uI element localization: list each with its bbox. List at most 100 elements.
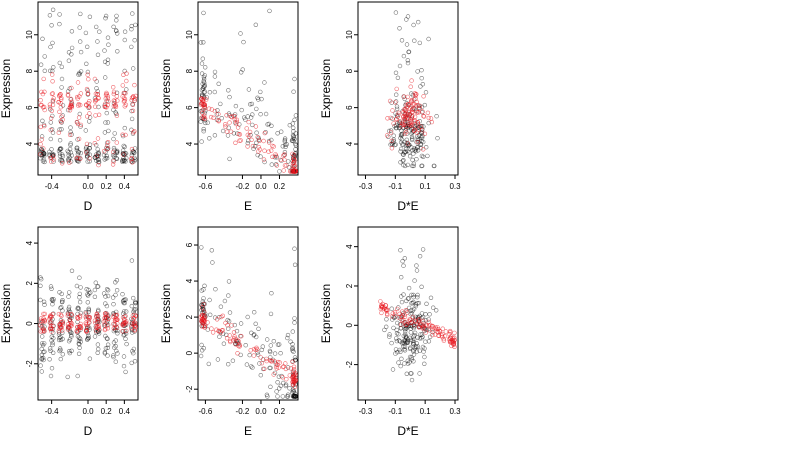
panel-row1-col2-black-point (198, 119, 204, 124)
panel-row2-col1-black-point (76, 338, 82, 344)
panel-row2-col3-black-point (405, 361, 411, 366)
panel-row1-col3-black-point (419, 67, 424, 73)
panel-row1-col2-red-point (233, 121, 239, 127)
panel-row2-col3-black-point (391, 325, 396, 331)
panel-row1-col1-black-point (60, 154, 66, 159)
panel-row2-col2-black-point (265, 337, 270, 342)
panel-row2-col2-black-point (284, 394, 290, 399)
panel-row2-col3-red-point (421, 325, 426, 330)
panel-row2-col2-red-point (202, 309, 207, 314)
panel-row2-col2-black-point (250, 365, 255, 370)
panel-row2-col3-black-point (384, 324, 389, 329)
panel-row2-col1-red-point (50, 324, 56, 329)
panel-row2-col2-ytick-label: 0 (185, 350, 194, 355)
panel-row1-col2-red-point (234, 117, 240, 123)
panel-row2-col3-black-point (387, 334, 392, 339)
panel-row2-col3-black-point (412, 333, 417, 338)
panel-row2-col1-black-point (60, 308, 65, 313)
panel-row2-col2-black-point (280, 394, 285, 399)
panel-row2-col2-black-point (200, 348, 205, 353)
panel-row2-col1-red-point (110, 314, 116, 319)
panel-row2-col1-black-point (105, 345, 111, 350)
panel-row2-col2-black-point (287, 386, 292, 391)
panel-row1-col1-y-axis-title: Expression (0, 59, 13, 118)
panel-row2-col3-black-point (408, 330, 414, 335)
panel-row1-col2-red-point (202, 113, 207, 118)
panel-row1-col3-black-point (393, 10, 399, 15)
panel-row2-col2-black-point (255, 352, 261, 357)
panel-row1-col1-black-point (106, 42, 111, 47)
panel-row2-col1-black-point (86, 333, 91, 338)
panel-row1-col2-black-point (201, 74, 207, 80)
panel-row2-col1-black-point (129, 360, 134, 366)
panel-row1-col1-xtick-label: -0.4 (45, 182, 59, 191)
panel-row1-col1-black-point (106, 128, 111, 134)
panel-row2-col1-black-point (67, 350, 73, 356)
panel-row2-col3-black-point (407, 354, 413, 360)
panel-row2-col2-black-point (258, 373, 263, 378)
panel-row2-col1-red-point (85, 322, 90, 327)
panel-row2-col2-red-point (290, 371, 296, 376)
panel-row2-col1-black-point (114, 288, 120, 293)
panel-row1-col1-red-point (120, 83, 126, 88)
panel-row2-col3-red-point (397, 311, 402, 316)
panel-row2-col1-black-point (120, 292, 125, 297)
panel-row1-col1-red-point (59, 114, 64, 119)
panel-row1-col1-red-point (111, 91, 117, 97)
panel-row2-col1-red-point (65, 321, 71, 327)
panel-row2-col3-black-point (398, 363, 403, 369)
panel-row1-col1-red-point (101, 149, 107, 154)
panel-row2-col2-black-point (245, 314, 250, 320)
panel-row2-col2-black-point (268, 355, 273, 360)
panel-row1-col1-black-point (103, 120, 108, 125)
panel-row2-col2-black-point (268, 343, 273, 348)
panel-row2-col3-black-point (404, 308, 409, 313)
panel-row2-col1-black-point (39, 334, 45, 339)
panel-row1-col2-red-point (232, 113, 237, 119)
panel-row2-col3-red-point (430, 327, 435, 333)
panel-row2-col2-black-point (256, 326, 261, 331)
panel-row1-col2-black-point (207, 136, 212, 141)
panel-row1-col1-black-point (105, 35, 111, 40)
panel-row1-col1-black-point (132, 146, 138, 151)
panel-row2-col2-black-point (249, 330, 254, 335)
panel-row1-col1-black-point (84, 149, 89, 155)
panel-row1-col3-red-point (396, 112, 401, 118)
panel-row2-col1-black-point (39, 369, 44, 374)
panel-row2-col3-black-point (434, 308, 439, 313)
panel-row2-col1-black-point (105, 342, 111, 347)
panel-row1-col1-black-point (68, 129, 73, 135)
panel-row1-col1-black-point (122, 68, 127, 74)
panel-row1-col2-red-point (206, 106, 212, 111)
panel-row2-col2-black-point (268, 384, 273, 389)
panel-row1-col2-red-point (273, 152, 278, 157)
panel-row1-col3-black-point (393, 142, 398, 147)
panel-row2-col3-black-point (394, 336, 399, 341)
panel-row1-col3-red-point (384, 133, 390, 138)
panel-row1-col2-red-point (256, 149, 261, 154)
panel-row1-col2-xtick-label: -0.2 (236, 182, 250, 191)
panel-row2-col1-red-point (56, 329, 61, 334)
panel-row1-col2-red-point (290, 161, 296, 166)
panel-row1-col3-red-point (417, 103, 423, 109)
panel-row1-col2-red-point (224, 113, 229, 118)
panel-row1-col2-black-point (293, 113, 299, 118)
panel-row1-col1-red-point (114, 140, 120, 145)
panel-row1-col3-black-point (407, 150, 412, 155)
panel-row2-col3-black-point (423, 312, 428, 317)
panel-row2-col1-red-point (83, 322, 89, 327)
panel-row2-col2-red-point (259, 361, 265, 366)
panel-row1-col1-black-point (103, 156, 109, 161)
panel-row1-col2-black-point (219, 115, 224, 121)
panel-row2-col2-ytick-label: -2 (185, 385, 194, 393)
panel-row1-col1-black-point (78, 150, 84, 156)
panel-row1-col1-black-point (66, 58, 72, 63)
panel-row1-col1-black-point (102, 48, 107, 53)
panel-row1-col1-red-point (41, 146, 46, 151)
panel-row2-col1-black-point (77, 275, 82, 280)
panel-row2-col3-xtick-label: 0.1 (420, 407, 432, 416)
panel-row2-col1-red-point (130, 313, 136, 318)
panel-row1-col1-black-point (86, 105, 91, 111)
panel-row1-col2-black-point (269, 137, 274, 143)
panel-row2-col3-black-point (411, 352, 417, 357)
